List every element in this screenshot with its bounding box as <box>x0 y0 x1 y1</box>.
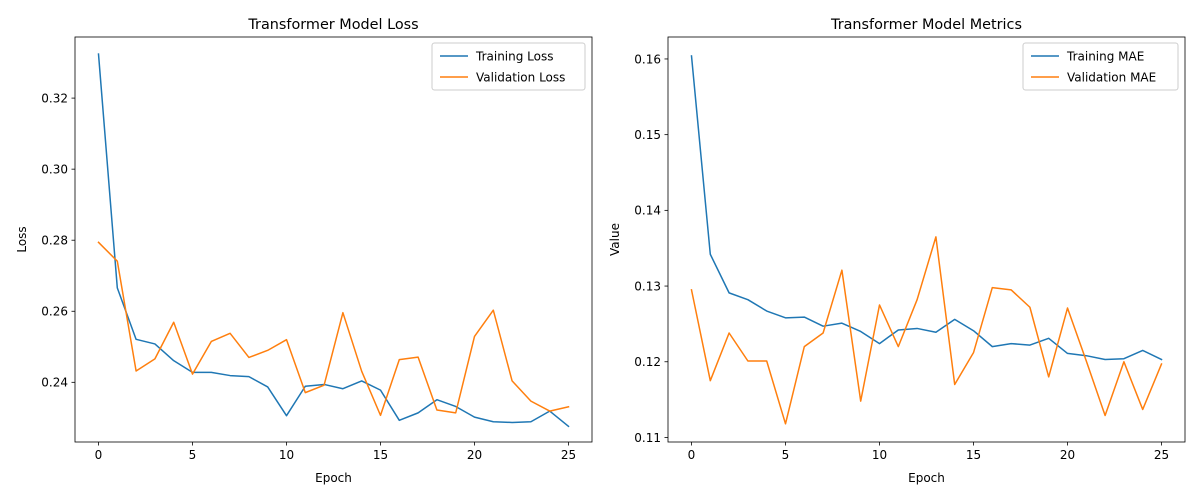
y-tick-label: 0.28 <box>41 234 68 248</box>
series-line-validation-mae <box>690 236 1163 425</box>
plot-area <box>74 36 593 443</box>
x-tick-label: 5 <box>189 448 197 462</box>
y-tick-label: 0.26 <box>41 305 68 319</box>
legend-box <box>431 42 586 91</box>
y-tick-label: 0.32 <box>41 91 68 105</box>
legend-label: Training Loss <box>475 49 553 63</box>
y-tick-label: 0.13 <box>634 279 661 293</box>
x-tick-label: 10 <box>279 448 294 462</box>
y-tick-label: 0.14 <box>634 204 661 218</box>
x-tick-label: 20 <box>1060 448 1075 462</box>
legend: Training MAE Validation MAE <box>1022 42 1179 91</box>
legend-box <box>1022 42 1179 91</box>
legend-label: Validation Loss <box>476 70 565 84</box>
x-tick-label: 15 <box>373 448 388 462</box>
x-tick-label: 10 <box>872 448 887 462</box>
x-axis-label: Epoch <box>908 471 945 485</box>
x-tick-label: 15 <box>966 448 981 462</box>
legend: Training Loss Validation Loss <box>431 42 586 91</box>
y-tick-label: 0.24 <box>41 376 68 390</box>
x-tick-label: 20 <box>467 448 482 462</box>
y-tick-label: 0.12 <box>634 355 661 369</box>
chart-panel-1: Transformer Model Loss 0 5 10 15 20 25 0.24 0.26… <box>15 17 593 485</box>
chart-title: Transformer Model Metrics <box>830 17 1022 33</box>
series-line-validation-loss <box>97 241 570 417</box>
series-line-training-mae <box>690 55 1163 361</box>
y-tick-label: 0.15 <box>634 128 661 142</box>
y-axis-label: Loss <box>15 226 29 252</box>
x-tick-label: 25 <box>561 448 576 462</box>
chart-title: Transformer Model Loss <box>247 17 418 33</box>
x-tick-label: 25 <box>1154 448 1169 462</box>
plot-area <box>667 36 1186 443</box>
x-tick-label: 0 <box>688 448 696 462</box>
y-axis-label: Value <box>608 223 622 256</box>
x-tick-label: 0 <box>95 448 103 462</box>
series-line-training-loss <box>97 53 570 428</box>
legend-label: Training MAE <box>1066 49 1144 63</box>
x-tick-label: 5 <box>782 448 790 462</box>
chart-panel-2: Transformer Model Metrics 0 5 10 15 20 25 0.11 0… <box>608 17 1186 485</box>
y-tick-label: 0.16 <box>634 52 661 66</box>
y-tick-label: 0.30 <box>41 162 68 176</box>
x-axis-label: Epoch <box>315 471 352 485</box>
legend-label: Validation MAE <box>1067 70 1156 84</box>
y-tick-label: 0.11 <box>634 431 661 445</box>
